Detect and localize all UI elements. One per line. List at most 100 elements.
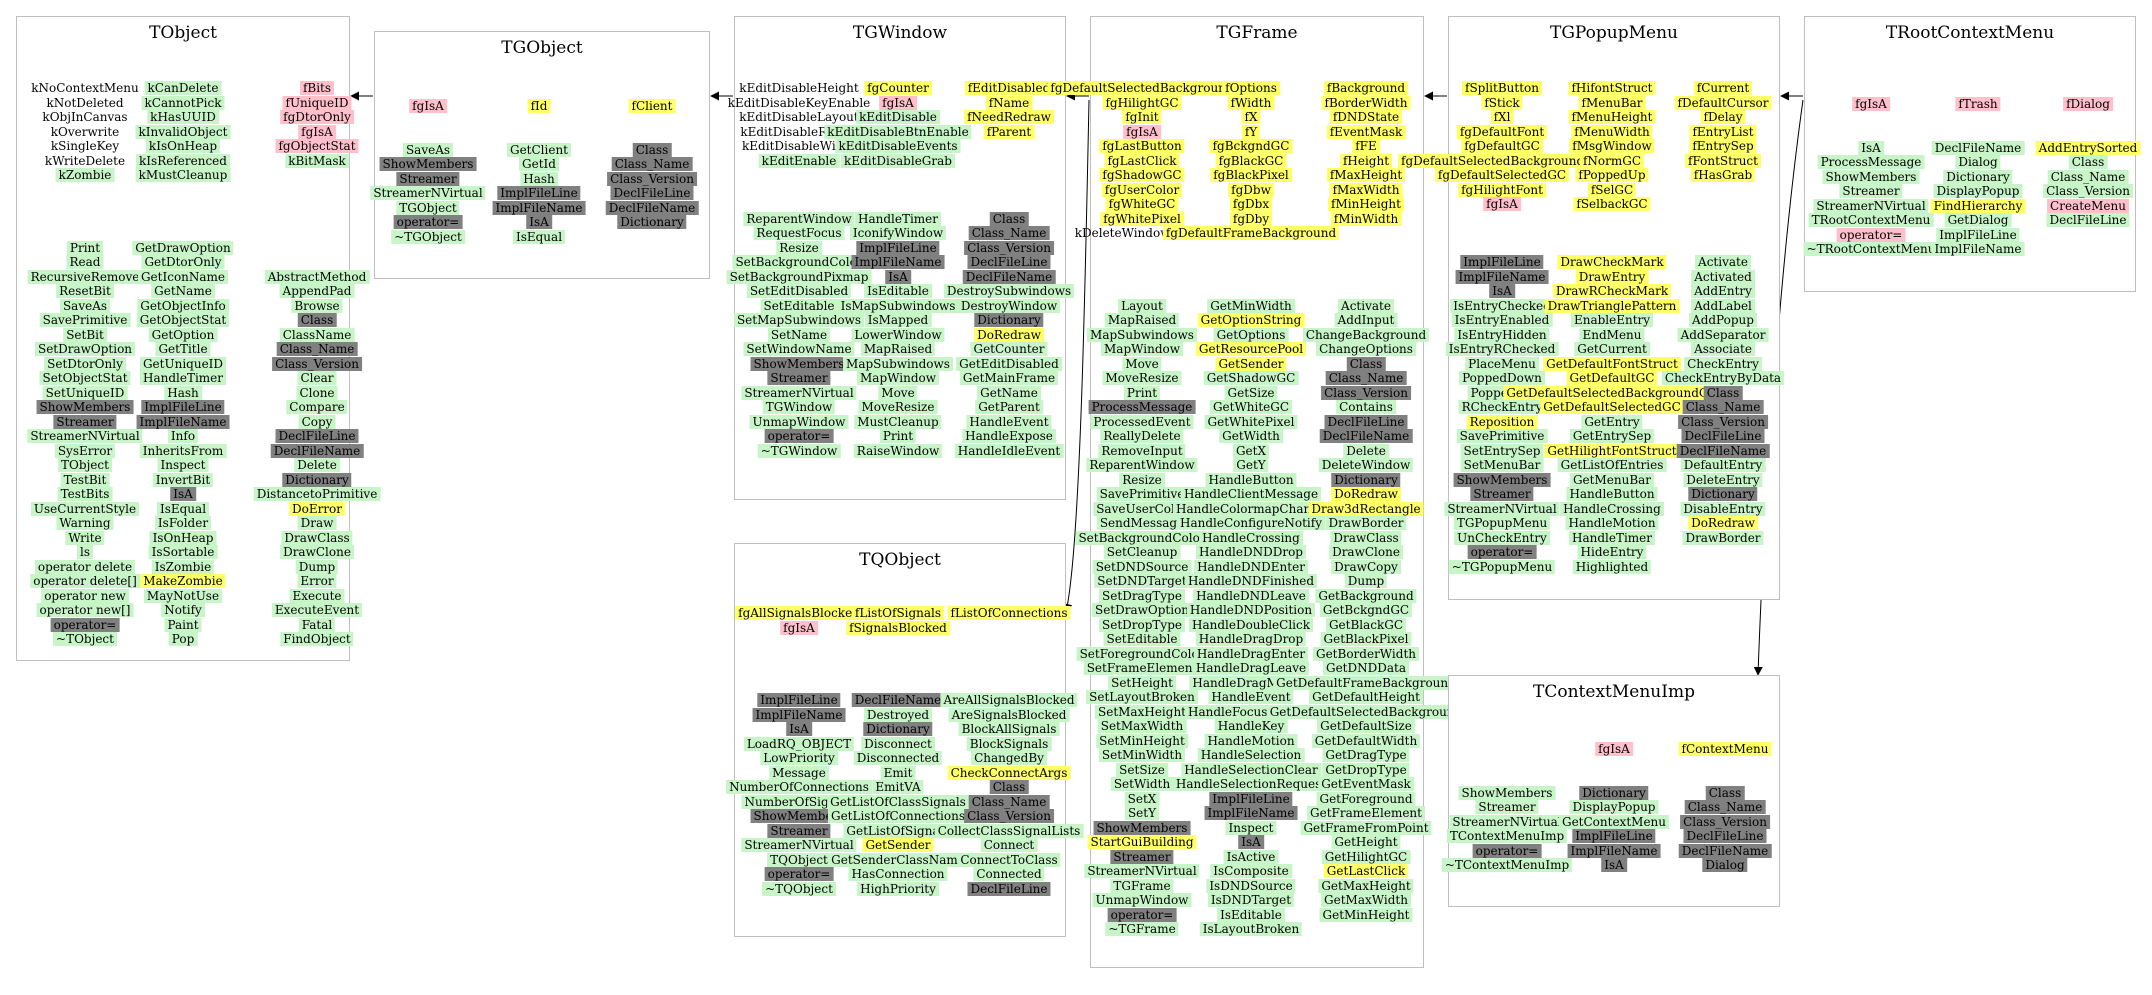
class-member: HandleMotion: [1565, 516, 1659, 531]
class-member: GetDialog: [1944, 213, 2012, 228]
class-member: AreSignalsBlocked: [948, 707, 1070, 722]
class-member: fMaxHeight: [1326, 168, 1406, 183]
class-member: DeclFileLine: [1681, 429, 1765, 444]
class-title: TGWindow: [852, 23, 948, 43]
class-member: HandleConfigureNotify: [1177, 516, 1325, 531]
class-member: HandleIdleEvent: [954, 443, 1064, 458]
class-box-tcontextmenuimp: TContextMenuImp ShowMembers Streamer Stream…: [1441, 675, 1780, 907]
class-member: SetMinHeight: [1096, 733, 1188, 748]
class-member: ImplFileLine: [1572, 829, 1656, 844]
class-member: Class_Version: [1680, 814, 1770, 829]
class-member: SetForegroundColor: [1076, 646, 1208, 661]
class-member: Class_Name: [276, 342, 358, 357]
class-member: DrawEntry: [1575, 269, 1649, 284]
class-member: MapRaised: [1104, 313, 1180, 328]
class-member: UnCheckEntry: [1454, 530, 1550, 545]
class-member: Dump: [1344, 574, 1388, 589]
class-member: HandleDNDFinished: [1184, 574, 1318, 589]
class-member: HandleEvent: [1208, 690, 1294, 705]
class-member: fSignalsBlocked: [846, 620, 950, 635]
class-member: fBorderWidth: [1321, 95, 1411, 110]
class-member: fMinWidth: [1330, 211, 1402, 226]
class-member: kOverwrite: [50, 124, 120, 139]
class-member: ResetBit: [56, 284, 114, 299]
class-member: fgHilightFont: [1458, 182, 1546, 197]
class-member: operator=: [1836, 227, 1906, 242]
class-member: kHasUUID: [147, 110, 219, 125]
class-member: SetEditDisabled: [746, 284, 852, 299]
class-member: DrawBorder: [1325, 516, 1407, 531]
class-member: fgObjectStat: [275, 139, 359, 154]
class-member: SetWindowName: [743, 342, 855, 357]
class-member: SaveAs: [59, 298, 111, 313]
class-member: Message: [769, 765, 829, 780]
class-member: Class: [2068, 155, 2108, 170]
class-member: Disconnect: [861, 736, 935, 751]
class-member: Dialog: [1955, 155, 2001, 170]
class-member: kWriteDelete: [44, 153, 126, 168]
class-member: Read: [66, 255, 104, 270]
class-member: Streamer: [1470, 487, 1534, 502]
class-member: GetTitle: [155, 342, 211, 357]
class-member: GetIconName: [137, 269, 229, 284]
class-member: IsEntryRChecked: [1445, 342, 1559, 357]
class-member: Warning: [56, 516, 114, 531]
class-member: DeclFileName: [605, 200, 699, 215]
class-member: TGWindow: [762, 400, 836, 415]
class-member: FindObject: [280, 632, 354, 647]
class-member: RemoveInput: [1098, 443, 1186, 458]
class-member: fNormGC: [1579, 153, 1645, 168]
class-member: LowerWindow: [851, 327, 945, 342]
class-member: fPoppedUp: [1575, 168, 1649, 183]
class-member: Pop: [168, 632, 198, 647]
class-member: SetWidth: [1110, 777, 1174, 792]
class-member: GetSize: [1224, 385, 1278, 400]
class-member: GetDNDData: [1322, 661, 1410, 676]
class-member: StreamerNVirtual: [27, 429, 143, 444]
class-member: DeclFileName: [1676, 443, 1770, 458]
class-member: Inspect: [1225, 820, 1277, 835]
class-member: ChangeBackground: [1302, 327, 1430, 342]
class-member: SendMessage: [1096, 516, 1188, 531]
class-member: ~TGFrame: [1105, 922, 1179, 937]
class-member: GetBlackGC: [1325, 617, 1407, 632]
class-member: GetY: [1233, 458, 1269, 473]
class-member: Activate: [1338, 298, 1394, 313]
class-member: GetSender: [1215, 356, 1287, 371]
class-member: fMenuHeight: [1568, 110, 1656, 125]
class-member: ls: [77, 545, 93, 560]
class-member: Dictionary: [617, 215, 687, 230]
class-member: UseCurrentStyle: [30, 501, 140, 516]
class-member: Class_Name: [1682, 400, 1764, 415]
class-member: RaiseWindow: [853, 443, 943, 458]
class-member: Class: [1705, 785, 1745, 800]
class-member: GetEntry: [1581, 414, 1643, 429]
class-member: DeclFileLine: [2046, 213, 2130, 228]
class-member: DrawClass: [281, 530, 353, 545]
class-member: ShowMembers: [36, 400, 134, 415]
class-member: operator delete: [34, 559, 136, 574]
class-member: HandleButton: [1566, 487, 1658, 502]
class-member: fContextMenu: [1678, 742, 1772, 757]
class-member: Resize: [1119, 472, 1165, 487]
class-member: DrawCheckMark: [1557, 255, 1667, 270]
class-member: Notify: [161, 603, 205, 618]
class-member: kNotDeleted: [46, 95, 124, 110]
class-member: Clone: [296, 385, 338, 400]
class-member: GetHilightFontStruct: [1544, 443, 1680, 458]
class-member: GetWhiteGC: [1209, 400, 1293, 415]
class-member: CollectClassSignalLists: [934, 823, 1084, 838]
class-member: Dictionary: [974, 313, 1044, 328]
class-member: fgDefaultFrameBackground: [1162, 226, 1340, 241]
class-member: DrawClone: [1329, 545, 1403, 560]
class-member: ImplFileLine: [757, 693, 841, 708]
class-member: GetSenderClassName: [828, 852, 968, 867]
class-member: operator=: [1472, 843, 1542, 858]
class-member: kZombie: [55, 168, 115, 183]
class-member: fMenuBar: [1578, 95, 1646, 110]
class-member: SetBackgroundPixmap: [726, 269, 872, 284]
class-member: fgBckgndGC: [1209, 139, 1293, 154]
class-member: HandleSelection: [1197, 748, 1305, 763]
class-member: operator new[]: [36, 603, 134, 618]
class-member: ShowMembers: [750, 356, 848, 371]
